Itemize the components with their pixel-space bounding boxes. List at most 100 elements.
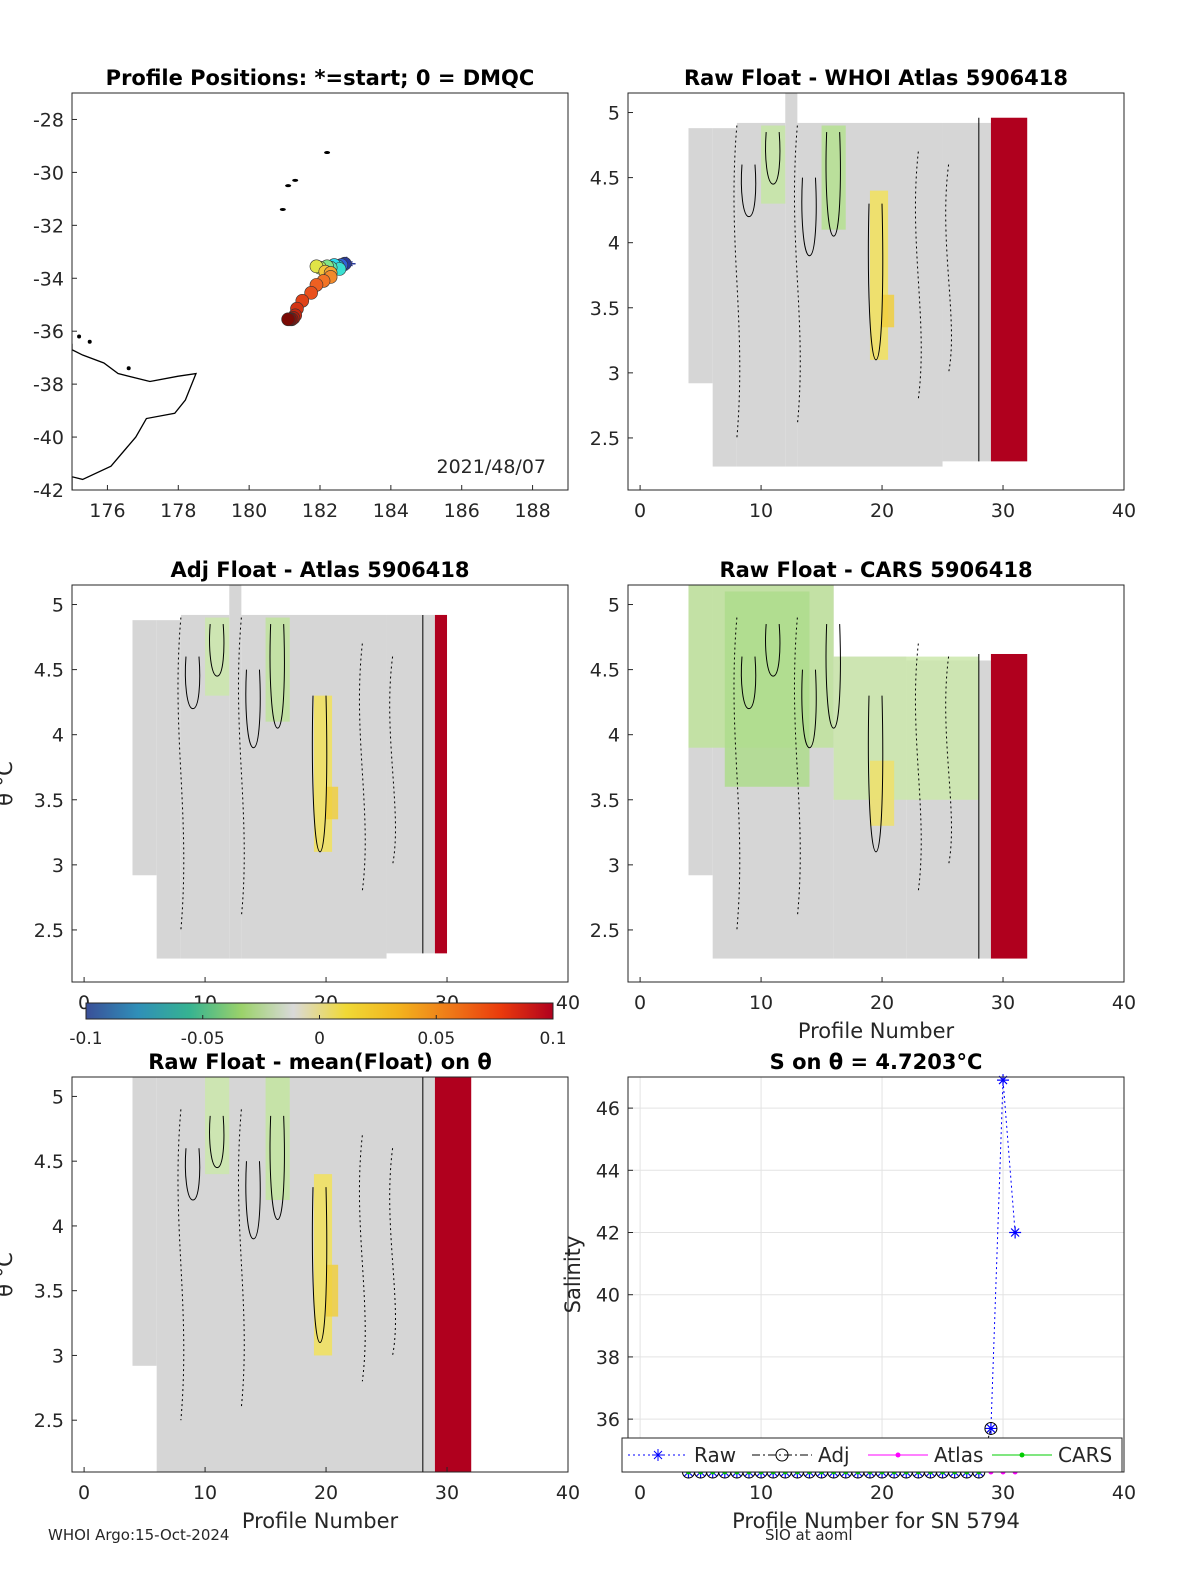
y-tick-label: -32	[33, 215, 64, 237]
axes-frame	[71, 584, 569, 983]
heatmap-column	[386, 614, 423, 954]
axes-frame	[71, 1076, 569, 1473]
x-axis-label: Profile Number	[798, 1019, 955, 1043]
heatmap-column	[156, 620, 181, 959]
dotted-contour-line	[733, 125, 741, 438]
heatmap-column	[132, 1077, 157, 1366]
x-tick-label: 40	[556, 1482, 580, 1504]
y-tick-label: 5	[608, 595, 620, 617]
heatmap-anomaly-band	[761, 125, 786, 204]
y-tick-label: 5	[52, 595, 64, 617]
x-tick-label: 40	[556, 992, 580, 1014]
contour-line	[269, 624, 285, 729]
heatmap-column	[797, 122, 943, 467]
y-axis-label: θ °C	[0, 761, 17, 806]
heatmap-column	[978, 660, 991, 959]
raw-whoi-plot: Raw Float - WHOI Atlas 5906418 0 10 20 30 40 5…	[590, 66, 1136, 522]
y-tick-label: -36	[33, 321, 64, 343]
heatmap-column	[785, 93, 798, 467]
heatmap-anomaly-band	[313, 695, 333, 852]
axes-frame	[71, 92, 569, 491]
kermadec-island	[324, 151, 331, 155]
contour-line	[867, 203, 884, 361]
colorbar-tick-label: 0.05	[417, 1029, 455, 1049]
x-axis-label: Profile Number for SN 5794	[732, 1509, 1020, 1533]
contour-line	[184, 656, 201, 710]
x-tick-label: 188	[514, 500, 550, 522]
y-tick-label: 4.5	[590, 168, 620, 190]
y-tick-label: -38	[33, 374, 64, 396]
x-tick-label: 0	[78, 1482, 90, 1504]
legend-label: Raw	[694, 1443, 736, 1467]
contour-line	[765, 624, 781, 677]
plot-title: Raw Float - WHOI Atlas 5906418	[684, 66, 1068, 90]
heatmap-area	[132, 585, 448, 959]
x-tick-label: 186	[444, 500, 480, 522]
dotted-contour-line	[793, 125, 801, 425]
coastline-group	[72, 151, 356, 490]
heatmap-area	[132, 1077, 472, 1472]
dotted-contour-line	[237, 617, 245, 917]
y-axis-label: θ °C	[0, 1252, 17, 1297]
heatmap-column	[422, 614, 435, 954]
x-tick-label: 20	[870, 500, 894, 522]
legend-label: CARS	[1058, 1443, 1112, 1467]
contour-line	[740, 656, 757, 710]
heatmap-anomaly-band	[869, 190, 889, 360]
plot-title: Raw Float - mean(Float) on θ	[148, 1050, 492, 1074]
plot-title: Raw Float - CARS 5906418	[719, 558, 1032, 582]
x-tick-label: 0	[634, 1482, 646, 1504]
footer-right: SIO at aoml	[765, 1526, 853, 1544]
raw-point	[984, 1422, 997, 1435]
y-tick-label: 3	[608, 363, 620, 385]
raw-point	[1009, 1226, 1022, 1239]
y-tick-label: 2.5	[590, 920, 620, 942]
raw-point	[997, 1074, 1010, 1087]
y-tick-label: 36	[596, 1409, 620, 1431]
y-tick-label: 4	[52, 725, 64, 747]
x-tick-label: 20	[314, 1482, 338, 1504]
y-tick-label: 5	[52, 1086, 64, 1108]
heatmap-hot-column	[990, 653, 1028, 959]
adj-point	[984, 1421, 998, 1435]
contour-line	[867, 695, 884, 853]
contour-line	[311, 1187, 328, 1343]
dotted-contour-line	[793, 617, 801, 917]
heatmap-anomaly-band	[265, 1077, 290, 1201]
plot-title: Adj Float - Atlas 5906418	[170, 558, 469, 582]
contour-line	[740, 164, 757, 218]
y-tick-label: 38	[596, 1347, 620, 1369]
y-tick-label: 42	[596, 1223, 620, 1245]
x-tick-label: 20	[870, 1482, 894, 1504]
y-tick-label: 3	[52, 1345, 64, 1367]
contour-line	[825, 132, 841, 237]
y-tick-label: 3	[608, 855, 620, 877]
y-tick-label: 4.5	[34, 660, 64, 682]
contour-line	[209, 1115, 225, 1169]
legend: Raw Adj Atlas CARS	[621, 1437, 1123, 1473]
heatmap-anomaly-band	[326, 1264, 339, 1317]
y-tick-label: 4	[608, 725, 620, 747]
contour-line	[311, 695, 328, 853]
contour-line	[801, 177, 817, 257]
colorbar-tick-label: -0.05	[181, 1029, 225, 1049]
x-tick-label: 10	[749, 1482, 773, 1504]
y-tick-label: 3.5	[590, 298, 620, 320]
y-tick-label: 3	[52, 855, 64, 877]
y-tick-label: -40	[33, 427, 64, 449]
contour-line	[801, 669, 817, 749]
heatmap-anomaly-band	[821, 125, 846, 230]
heatmap-area	[688, 93, 1028, 467]
dotted-contour-line	[177, 617, 185, 930]
kermadec-island	[285, 184, 292, 188]
colorbar-tick-label: 0	[314, 1029, 325, 1049]
heatmap-column	[688, 128, 713, 384]
raw-mean-plot: Raw Float - mean(Float) on θ 0 10 20 30 40 5 4.…	[0, 1050, 580, 1533]
colorbar-tick-label: -0.1	[69, 1029, 102, 1049]
heatmap-anomaly-band	[265, 617, 290, 722]
plot-title: Profile Positions: *=start; 0 = DMQC	[106, 66, 535, 90]
contour-line	[825, 624, 841, 729]
salinity-plot: S on θ = 4.7203°C 0 10 20 30 40 46 44 42 40 38 36 Pr…	[561, 1050, 1136, 1533]
x-tick-label: 0	[634, 992, 646, 1014]
x-tick-label: 184	[373, 500, 409, 522]
